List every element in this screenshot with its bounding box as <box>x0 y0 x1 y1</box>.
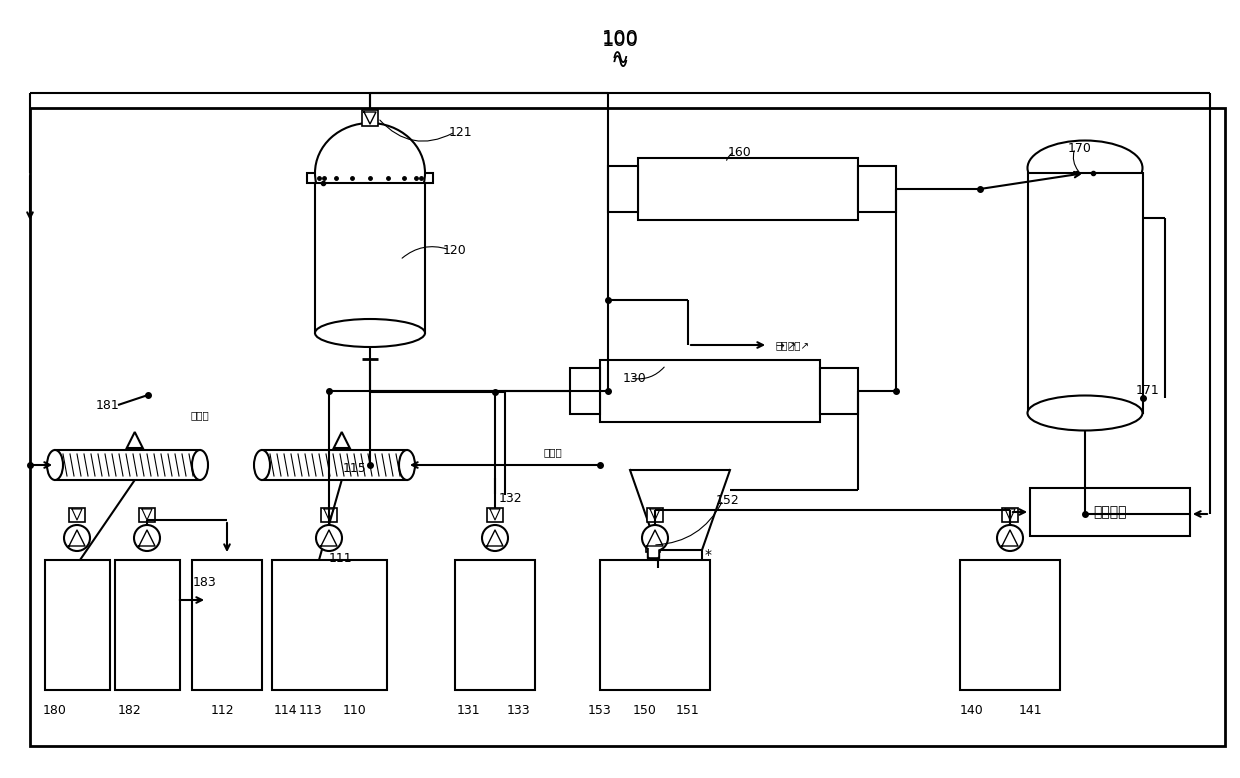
Text: → 滤液↗: → 滤液↗ <box>776 340 810 350</box>
Text: 121: 121 <box>448 125 471 138</box>
Bar <box>315 183 425 333</box>
Text: 151: 151 <box>676 703 699 717</box>
Bar <box>308 173 433 183</box>
Ellipse shape <box>399 450 415 480</box>
Bar <box>55 450 200 480</box>
Polygon shape <box>126 432 143 448</box>
Text: 131: 131 <box>456 703 480 717</box>
Text: 114: 114 <box>273 703 296 717</box>
Text: 153: 153 <box>588 703 611 717</box>
Bar <box>646 538 660 552</box>
Text: 胺化单元: 胺化单元 <box>1094 505 1127 519</box>
Text: 100: 100 <box>601 29 639 47</box>
Text: 石灰氮: 石灰氮 <box>543 447 562 457</box>
Ellipse shape <box>1028 141 1142 195</box>
Text: 110: 110 <box>343 703 367 717</box>
Circle shape <box>642 525 668 551</box>
Ellipse shape <box>47 450 63 480</box>
Circle shape <box>134 525 160 551</box>
Bar <box>1030 488 1190 536</box>
Text: 115: 115 <box>343 461 367 475</box>
Bar <box>1002 508 1018 522</box>
Bar <box>608 166 639 212</box>
Ellipse shape <box>254 450 270 480</box>
Bar <box>960 560 1060 690</box>
Text: 141: 141 <box>1018 703 1042 717</box>
Text: 132: 132 <box>498 492 522 504</box>
Text: 180: 180 <box>43 703 67 717</box>
Text: 100: 100 <box>601 30 639 50</box>
Ellipse shape <box>315 319 425 347</box>
Text: 112: 112 <box>211 703 234 717</box>
Text: 181: 181 <box>97 398 120 412</box>
Bar <box>362 110 378 126</box>
Ellipse shape <box>192 450 208 480</box>
Bar <box>858 166 897 212</box>
Text: ∿: ∿ <box>610 48 630 68</box>
Bar <box>487 508 503 522</box>
Bar <box>600 560 711 690</box>
Bar <box>820 368 858 414</box>
Text: 182: 182 <box>118 703 141 717</box>
Bar <box>272 560 387 690</box>
Bar <box>570 368 600 414</box>
Circle shape <box>482 525 508 551</box>
Bar <box>45 560 110 690</box>
Text: ∿: ∿ <box>610 52 630 72</box>
Text: 111: 111 <box>329 552 352 565</box>
Text: 120: 120 <box>443 244 467 257</box>
Text: 滤液↗: 滤液↗ <box>776 340 797 350</box>
Text: 150: 150 <box>634 703 657 717</box>
Ellipse shape <box>1028 395 1142 430</box>
Bar <box>115 560 180 690</box>
Bar <box>321 508 337 522</box>
Ellipse shape <box>315 123 425 223</box>
Text: 113: 113 <box>298 703 322 717</box>
Text: 160: 160 <box>728 145 751 159</box>
Text: 171: 171 <box>1136 384 1159 397</box>
Bar <box>69 508 86 522</box>
Bar <box>262 450 407 480</box>
Circle shape <box>997 525 1023 551</box>
Text: 氰胺钙: 氰胺钙 <box>191 410 210 420</box>
Polygon shape <box>334 432 350 448</box>
Text: 170: 170 <box>1068 142 1092 155</box>
Text: 183: 183 <box>193 576 217 588</box>
Text: 133: 133 <box>506 703 529 717</box>
Text: *: * <box>704 548 712 562</box>
Circle shape <box>316 525 342 551</box>
Circle shape <box>64 525 91 551</box>
Text: 140: 140 <box>960 703 983 717</box>
Bar <box>455 560 534 690</box>
Bar <box>139 508 155 522</box>
Text: 130: 130 <box>624 372 647 384</box>
Bar <box>639 158 858 220</box>
Bar <box>647 508 663 522</box>
Bar <box>600 360 820 422</box>
Bar <box>1028 173 1143 413</box>
Text: 152: 152 <box>717 493 740 506</box>
Bar <box>30 108 1225 746</box>
Bar <box>192 560 262 690</box>
